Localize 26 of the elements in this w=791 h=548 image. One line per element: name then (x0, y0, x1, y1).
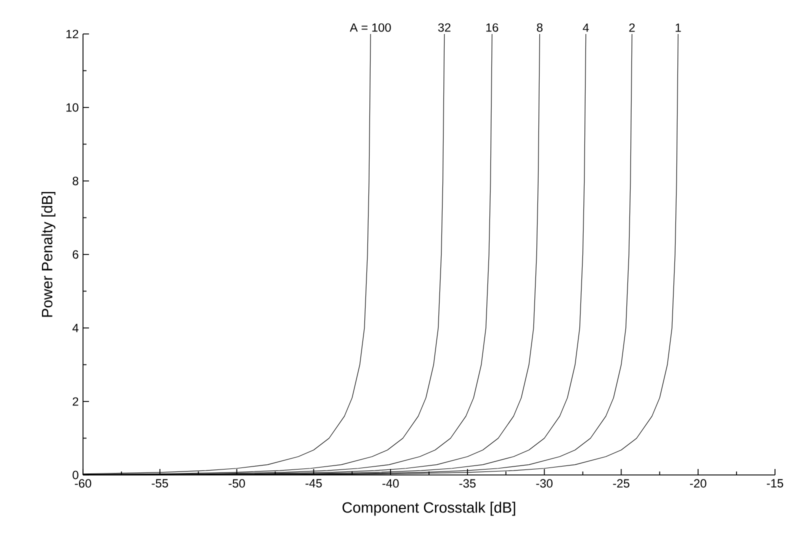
y-axis-title: Power Penalty [dB] (41, 192, 56, 317)
x-tick-label: -30 (536, 479, 553, 488)
x-tick-label: -60 (74, 479, 92, 488)
x-tick-label: -35 (459, 479, 476, 488)
series-label: A = 100 (350, 23, 391, 32)
series-label: 2 (629, 23, 635, 32)
y-tick-label: 8 (72, 176, 78, 186)
y-tick-label: 0 (72, 470, 78, 480)
y-tick-label: 4 (72, 324, 78, 332)
x-tick-label: -20 (690, 479, 706, 488)
x-tick-label: -40 (382, 479, 399, 488)
series-label: 1 (676, 24, 681, 32)
series-label: 4 (582, 24, 589, 32)
y-tick-label: 10 (66, 103, 78, 112)
y-tick-label: 2 (72, 397, 78, 406)
x-axis-title: Component Crosstalk [dB] (342, 502, 516, 516)
series-label: 16 (486, 23, 498, 32)
series-label: 32 (438, 23, 450, 32)
y-tick-label: 12 (66, 30, 78, 38)
x-tick-label: -50 (228, 479, 245, 488)
x-tick-label: -55 (152, 479, 168, 488)
y-tick-label: 6 (72, 250, 78, 259)
x-tick-label: -15 (766, 479, 784, 488)
series-label: 8 (536, 23, 543, 32)
x-tick-label: -45 (306, 479, 322, 488)
x-tick-label: -25 (613, 479, 630, 488)
